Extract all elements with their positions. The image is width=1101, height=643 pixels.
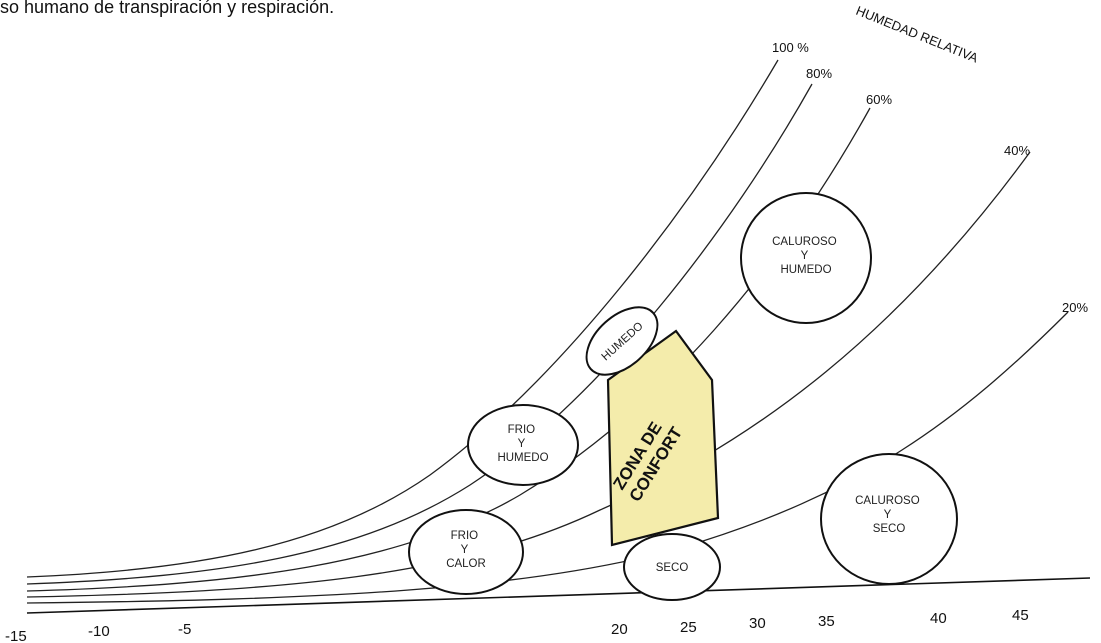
zone-caluroso-humedo-label: CALUROSO Y HUMEDO [772, 236, 840, 276]
rh-curve-80 [26, 83, 813, 585]
comfort-zone-shape [606, 329, 720, 547]
zone-frio-humedo-label: FRIO Y HUMEDO [497, 424, 548, 464]
zone-seco [623, 533, 721, 601]
rh-label-100: 100 % [772, 40, 809, 55]
zone-seco-label: SECO [656, 562, 689, 574]
zone-frio-calor-label: FRIO Y CALOR [446, 530, 486, 570]
rh-label-60: 60% [866, 92, 892, 107]
rh-label-40: 40% [1004, 143, 1030, 158]
rh-label-20: 20% [1062, 300, 1088, 315]
humidity-axis-title: HUMEDAD RELATIVA [854, 3, 981, 66]
zone-frio-humedo [467, 404, 579, 486]
rh-label-80: 80% [806, 66, 832, 81]
rh-curve-100 [26, 59, 779, 578]
tick-label: 40 [930, 610, 947, 627]
tick-label: -5 [178, 621, 191, 638]
zone-caluroso-humedo [740, 192, 872, 324]
tick-label: 20 [611, 621, 628, 638]
zone-frio-calor [408, 509, 524, 595]
rh-curve-40 [26, 151, 1031, 598]
tick-label: -10 [88, 623, 110, 640]
tick-label: 25 [680, 619, 697, 636]
tick-label: 30 [749, 615, 766, 632]
tick-label: 45 [1012, 607, 1029, 624]
zone-caluroso-seco [820, 453, 958, 585]
temperature-axis [26, 577, 1091, 614]
tick-label: -15 [5, 628, 27, 643]
zone-caluroso-seco-label: CALUROSO Y SECO [855, 495, 923, 535]
caption-text: so humano de transpiración y respiración… [0, 0, 335, 17]
tick-label: 35 [818, 613, 835, 630]
zone-humedo [585, 306, 659, 376]
